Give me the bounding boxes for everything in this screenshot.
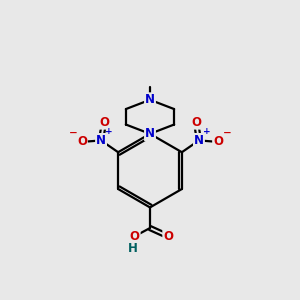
Text: N: N xyxy=(194,134,204,147)
Text: +: + xyxy=(106,127,113,136)
Text: O: O xyxy=(213,135,223,148)
Text: −: − xyxy=(69,128,77,137)
Text: H: H xyxy=(128,242,138,255)
Text: −: − xyxy=(223,128,231,137)
Text: N: N xyxy=(96,134,106,147)
Text: N: N xyxy=(145,93,155,106)
Text: O: O xyxy=(99,116,109,129)
Text: O: O xyxy=(191,116,201,129)
Text: N: N xyxy=(145,127,155,140)
Text: O: O xyxy=(163,230,173,243)
Text: O: O xyxy=(77,135,87,148)
Text: +: + xyxy=(203,127,211,136)
Text: O: O xyxy=(130,230,140,243)
